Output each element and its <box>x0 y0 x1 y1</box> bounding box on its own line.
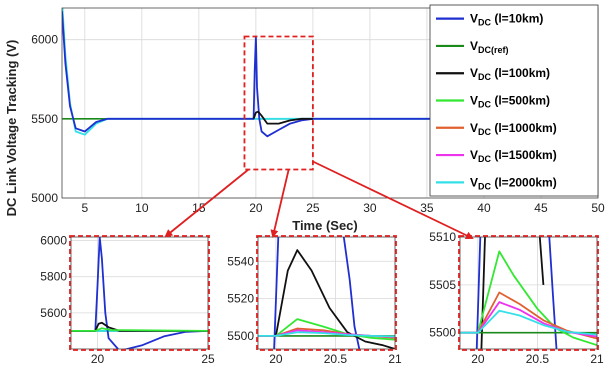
main-xtick-8: 45 <box>534 201 548 215</box>
legend-entry-l2000: VDC (l=2000km) <box>470 175 557 191</box>
main-ytick-2: 6000 <box>31 33 58 47</box>
y-axis-label: DC Link Voltage Tracking (V) <box>4 40 19 217</box>
zoom2-ytick-1: 5520 <box>227 292 254 306</box>
zoom2-series-l100-3 <box>258 249 395 349</box>
zoom3-ytick-2: 5510 <box>429 230 456 244</box>
zoom2-frame <box>256 235 397 351</box>
zoom2-series-l2000-7 <box>258 331 395 338</box>
legend-entry-l1500: VDC (l=1500km) <box>470 148 557 164</box>
main-xtick-5: 30 <box>363 201 377 215</box>
main-xtick-3: 20 <box>249 201 263 215</box>
zoom3-series-l500-5 <box>460 250 597 347</box>
legend-entry-ref: VDC(ref) <box>470 39 509 55</box>
zoom2-xtick-1: 20.5 <box>324 352 348 366</box>
zoom1-xtick-1: 25 <box>201 352 215 366</box>
zoom2-axes <box>257 236 396 350</box>
legend-entry-l500: VDC (l=500km) <box>470 94 550 110</box>
legend-entry-l100: VDC (l=100km) <box>470 66 550 82</box>
legend-entry-l1000: VDC (l=1000km) <box>470 121 557 137</box>
zoom2-series-l10-0 <box>273 237 280 349</box>
zoom-arrow-2 <box>270 169 290 238</box>
zoom1-ytick-2: 6000 <box>40 234 67 248</box>
main-xtick-6: 35 <box>420 201 434 215</box>
zoom2-ytick-0: 5500 <box>227 329 254 343</box>
zoom1-series-l500-4 <box>71 327 208 332</box>
zoom1-axes <box>70 236 209 350</box>
zoom-arrow-1 <box>164 168 250 238</box>
zoom2-plot: 20 20.5 21 5500 5520 5540 <box>227 236 402 366</box>
zoom-arrow-3 <box>312 160 474 240</box>
axis-labels: DC Link Voltage Tracking (V) Time (Sec) <box>4 40 358 233</box>
main-ytick-1: 5500 <box>31 112 58 126</box>
zoom1-ytick-1: 5800 <box>40 270 67 284</box>
zoom3-series-l2000-8 <box>460 309 597 336</box>
zoom1-ytick-0: 5600 <box>40 306 67 320</box>
main-xtick-7: 40 <box>477 201 491 215</box>
legend: VDC (l=10km) VDC(ref) VDC (l=100km) VDC (l=… <box>429 4 599 197</box>
zoom3-xtick-0: 20 <box>471 352 485 366</box>
zoom3-series-l100-3 <box>538 237 545 285</box>
main-xtick-0: 5 <box>81 201 88 215</box>
main-xtick-9: 50 <box>591 201 605 215</box>
main-ytick-0: 5000 <box>31 191 58 205</box>
main-xtick-1: 10 <box>135 201 149 215</box>
zoom1-plot: 20 25 5600 5800 6000 <box>40 234 215 366</box>
zoom1-xtick-0: 20 <box>91 352 105 366</box>
zoom3-ytick-0: 5500 <box>429 326 456 340</box>
zoom3-frame <box>458 235 599 351</box>
zoom3-xtick-2: 21 <box>590 352 604 366</box>
zoom3-axes <box>459 236 598 350</box>
zoom3-xtick-1: 20.5 <box>526 352 550 366</box>
legend-entry-l10: VDC (l=10km) <box>470 12 543 28</box>
zoom2-xtick-0: 20 <box>269 352 283 366</box>
zoom2-ytick-2: 5540 <box>227 254 254 268</box>
main-series-l100-3 <box>252 110 313 125</box>
zoom3-series-l10-0 <box>475 237 482 349</box>
main-xtick-4: 25 <box>306 201 320 215</box>
zoom3-series-l100-2 <box>480 237 486 349</box>
zoom3-plot: 20 20.5 21 5500 5505 5510 <box>429 230 604 366</box>
zoom3-ytick-1: 5505 <box>429 278 456 292</box>
x-axis-label: Time (Sec) <box>292 218 358 233</box>
zoom2-xtick-2: 21 <box>388 352 402 366</box>
zoom3-series-l10-1 <box>548 237 558 349</box>
zoom-overlay <box>69 35 599 351</box>
zoom1-frame <box>69 235 210 351</box>
main-zoom-region <box>243 35 314 171</box>
